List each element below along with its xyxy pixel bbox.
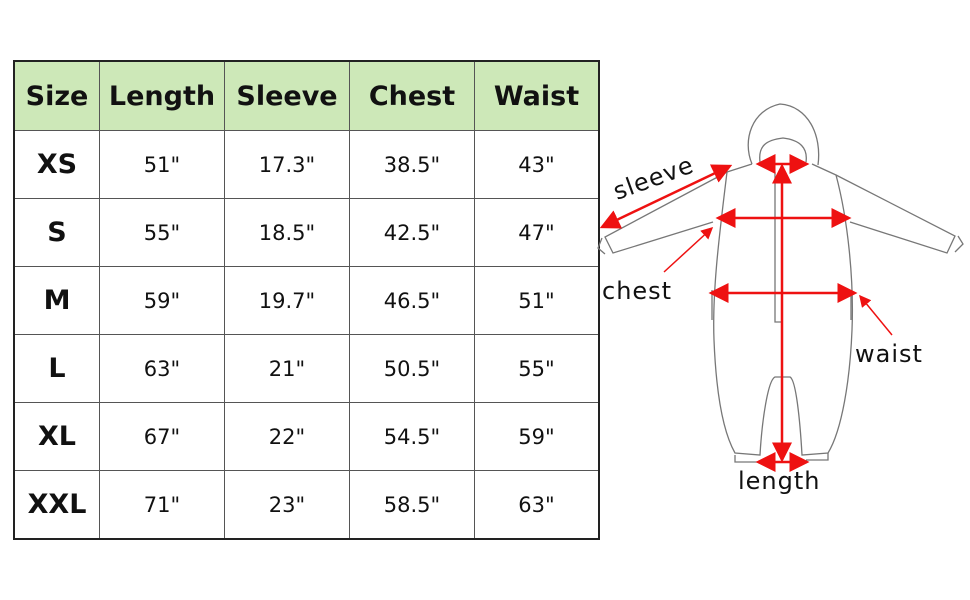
measurement-cell: 22": [224, 402, 350, 471]
size-cell: XS: [13, 130, 100, 199]
chest-pointer: [663, 226, 714, 273]
measurement-cell: 18.5": [224, 198, 350, 267]
table-header-row: Size Length Sleeve Chest Waist: [13, 60, 600, 131]
measurement-cell: 63": [474, 470, 600, 540]
size-cell: S: [13, 198, 100, 267]
table-row: XXL 71" 23" 58.5" 63": [13, 470, 600, 540]
measurement-cell: 43": [474, 130, 600, 199]
sleeve-arrow: [599, 164, 733, 229]
table-row: L 63" 21" 50.5" 55": [13, 334, 600, 403]
header-chest: Chest: [349, 60, 475, 131]
sleeve-label: sleeve: [609, 151, 697, 206]
measurement-cell: 17.3": [224, 130, 350, 199]
measurement-cell: 23": [224, 470, 350, 540]
waist-pointer: [859, 294, 893, 336]
measurement-cell: 50.5": [349, 334, 475, 403]
measurement-cell: 38.5": [349, 130, 475, 199]
measurement-cell: 58.5": [349, 470, 475, 540]
header-sleeve: Sleeve: [224, 60, 350, 131]
measurement-cell: 59": [474, 402, 600, 471]
header-length: Length: [99, 60, 225, 131]
measurement-cell: 47": [474, 198, 600, 267]
header-waist: Waist: [474, 60, 600, 131]
table-row: M 59" 19.7" 46.5" 51": [13, 266, 600, 335]
measurement-cell: 54.5": [349, 402, 475, 471]
table-row: XL 67" 22" 54.5" 59": [13, 402, 600, 471]
measurement-arrows: [599, 154, 893, 472]
measurement-cell: 55": [99, 198, 225, 267]
size-chart-table: Size Length Sleeve Chest Waist XS 51" 17.3…: [13, 60, 600, 540]
measurement-cell: 71": [99, 470, 225, 540]
measurement-cell: 59": [99, 266, 225, 335]
measurement-cell: 51": [474, 266, 600, 335]
measurement-cell: 42.5": [349, 198, 475, 267]
table-row: S 55" 18.5" 42.5" 47": [13, 198, 600, 267]
waist-label: waist: [855, 340, 923, 368]
chest-label: chest: [602, 277, 672, 305]
table-row: XS 51" 17.3" 38.5" 43": [13, 130, 600, 199]
length-label: length: [738, 467, 821, 495]
size-cell: M: [13, 266, 100, 335]
